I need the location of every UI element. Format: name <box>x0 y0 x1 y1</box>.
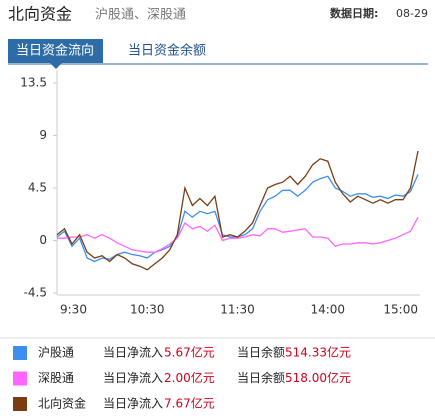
net-value: 5.67亿元 <box>164 345 215 360</box>
y-tick-label: 9 <box>39 128 47 142</box>
x-tick-label: 15:00 <box>383 303 418 317</box>
balance-label: 当日余额 <box>237 345 285 360</box>
legend-name: 北向资金 <box>38 396 86 411</box>
title: 北向资金 <box>8 5 72 24</box>
series-line <box>57 216 419 253</box>
net-label: 当日净流入 <box>103 371 163 385</box>
x-tick-label: 10:30 <box>130 303 165 317</box>
subtitle: 沪股通、深股通 <box>95 7 186 23</box>
net-label: 当日净流入 <box>103 346 163 360</box>
balance-label: 当日余额 <box>237 370 285 385</box>
date: 08-29 <box>396 7 428 20</box>
tab-label[interactable]: 当日资金余额 <box>128 43 206 59</box>
x-tick-label: 11:30 <box>220 303 255 317</box>
tab-pointer <box>50 63 62 69</box>
date-label: 数据日期: <box>330 6 378 20</box>
series-line <box>56 174 419 263</box>
net-value: 2.00亿元 <box>164 370 215 385</box>
x-tick-label: 14:00 <box>310 303 345 317</box>
legend-swatch <box>13 371 27 386</box>
legend-name: 深股通 <box>38 371 74 385</box>
legend-swatch <box>13 397 27 411</box>
net-label: 当日净流入 <box>103 397 163 411</box>
y-tick-label: -4.5 <box>24 286 47 300</box>
tab-active-bg <box>8 39 103 63</box>
tab-label[interactable]: 当日资金流向 <box>16 43 94 59</box>
series-line <box>56 150 419 271</box>
balance-value: 518.00亿元 <box>285 370 351 385</box>
y-tick-label: 4.5 <box>28 181 47 195</box>
balance-value: 514.33亿元 <box>285 345 351 360</box>
legend-name: 沪股通 <box>38 346 74 360</box>
net-value: 7.67亿元 <box>164 396 215 411</box>
y-tick-label: 13.5 <box>20 76 47 90</box>
legend-swatch <box>13 346 27 360</box>
x-tick-label: 9:30 <box>60 303 87 317</box>
y-tick-label: 0 <box>39 233 47 247</box>
